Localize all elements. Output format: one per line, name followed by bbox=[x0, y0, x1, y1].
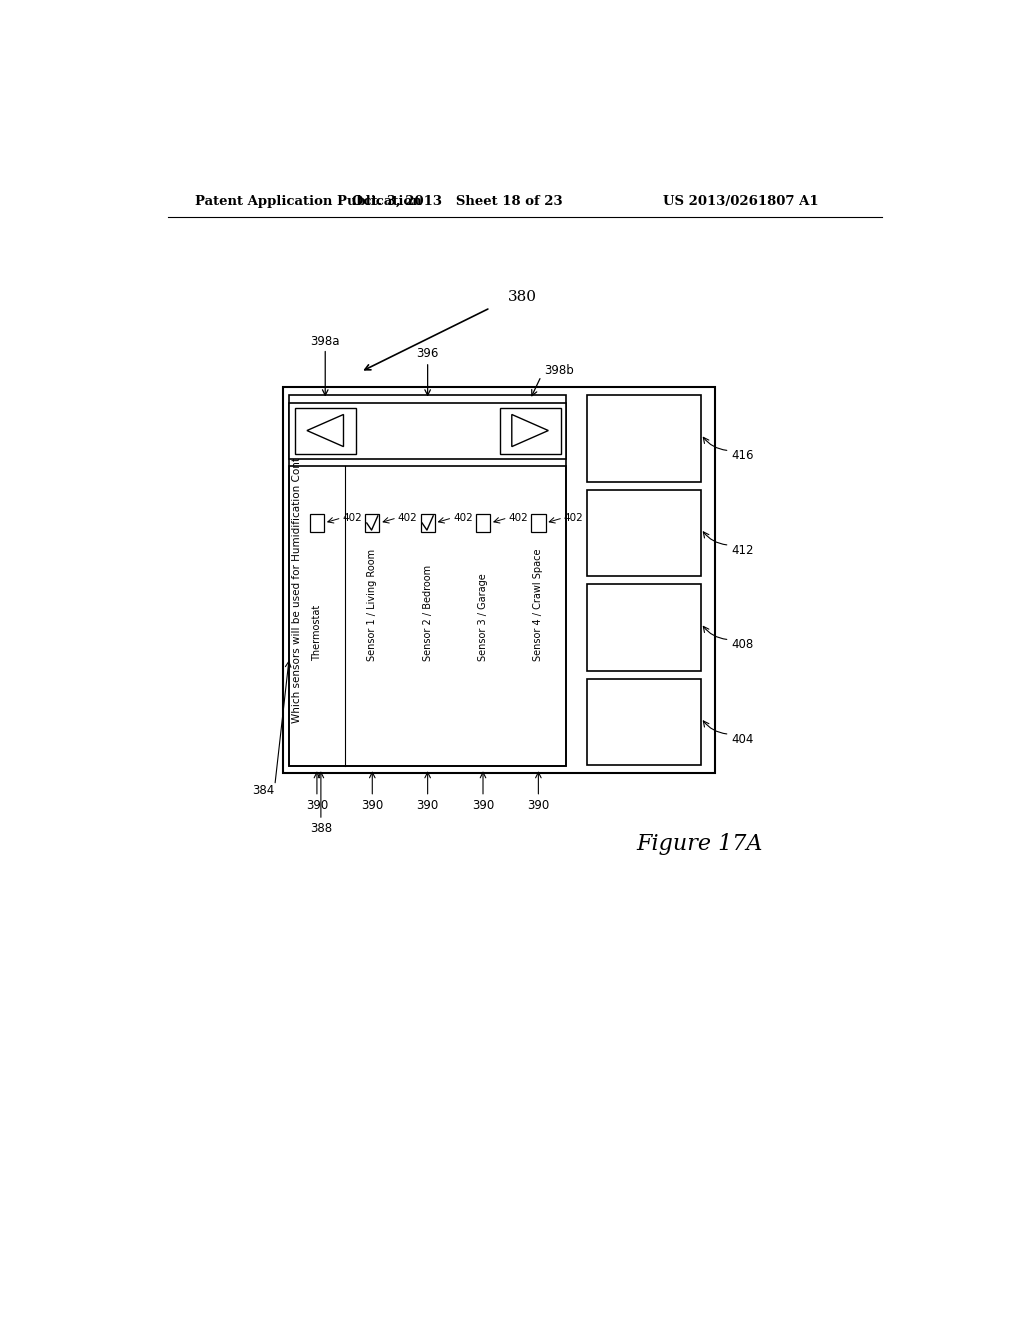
Text: 388: 388 bbox=[310, 822, 332, 836]
Bar bbox=[587, 395, 701, 482]
Text: Sensor 4 / Crawl Space: Sensor 4 / Crawl Space bbox=[534, 548, 544, 661]
Text: 402: 402 bbox=[342, 513, 362, 523]
Text: US 2013/0261807 A1: US 2013/0261807 A1 bbox=[663, 194, 818, 207]
Text: Figure 17A: Figure 17A bbox=[636, 833, 763, 854]
Text: 390: 390 bbox=[361, 799, 383, 812]
Bar bbox=[283, 387, 715, 774]
Text: 402: 402 bbox=[564, 513, 584, 523]
Text: 390: 390 bbox=[472, 799, 495, 812]
Text: 416: 416 bbox=[731, 449, 754, 462]
Text: 402: 402 bbox=[508, 513, 528, 523]
Text: 390: 390 bbox=[417, 799, 438, 812]
Text: 398b: 398b bbox=[545, 364, 574, 378]
Text: 384: 384 bbox=[252, 784, 274, 797]
Text: Back: Back bbox=[629, 715, 659, 729]
Bar bbox=[500, 408, 560, 454]
Text: Done: Done bbox=[628, 527, 660, 540]
Bar bbox=[366, 513, 380, 532]
Text: Sensor 1 / Living Room: Sensor 1 / Living Room bbox=[368, 549, 377, 661]
Bar bbox=[476, 513, 490, 532]
Text: 412: 412 bbox=[731, 544, 754, 557]
Bar bbox=[587, 585, 701, 671]
Text: 398a: 398a bbox=[310, 334, 340, 347]
Bar bbox=[289, 395, 566, 766]
Bar bbox=[421, 513, 435, 532]
Text: Help: Help bbox=[630, 620, 658, 634]
Text: Patent Application Publication: Patent Application Publication bbox=[196, 194, 422, 207]
Text: 402: 402 bbox=[453, 513, 473, 523]
Bar bbox=[587, 678, 701, 766]
Text: Oct. 3, 2013   Sheet 18 of 23: Oct. 3, 2013 Sheet 18 of 23 bbox=[352, 194, 562, 207]
Text: 408: 408 bbox=[731, 639, 754, 651]
Bar bbox=[289, 466, 566, 766]
Bar bbox=[310, 513, 324, 532]
Bar bbox=[587, 490, 701, 576]
Bar bbox=[289, 403, 566, 458]
Text: Thermostat: Thermostat bbox=[312, 605, 322, 661]
Text: Next: Next bbox=[630, 432, 658, 445]
Text: 390: 390 bbox=[306, 799, 328, 812]
Text: 404: 404 bbox=[731, 733, 754, 746]
Bar bbox=[531, 513, 546, 532]
Text: Sensor 2 / Bedroom: Sensor 2 / Bedroom bbox=[423, 565, 433, 661]
Text: Sensor 3 / Garage: Sensor 3 / Garage bbox=[478, 573, 488, 661]
Bar bbox=[295, 408, 355, 454]
Text: 380: 380 bbox=[508, 289, 537, 304]
Text: 396: 396 bbox=[417, 347, 439, 360]
Text: 402: 402 bbox=[397, 513, 418, 523]
Text: 390: 390 bbox=[527, 799, 550, 812]
Text: Which sensors will be used for Humidification Control?: Which sensors will be used for Humidific… bbox=[292, 438, 302, 723]
